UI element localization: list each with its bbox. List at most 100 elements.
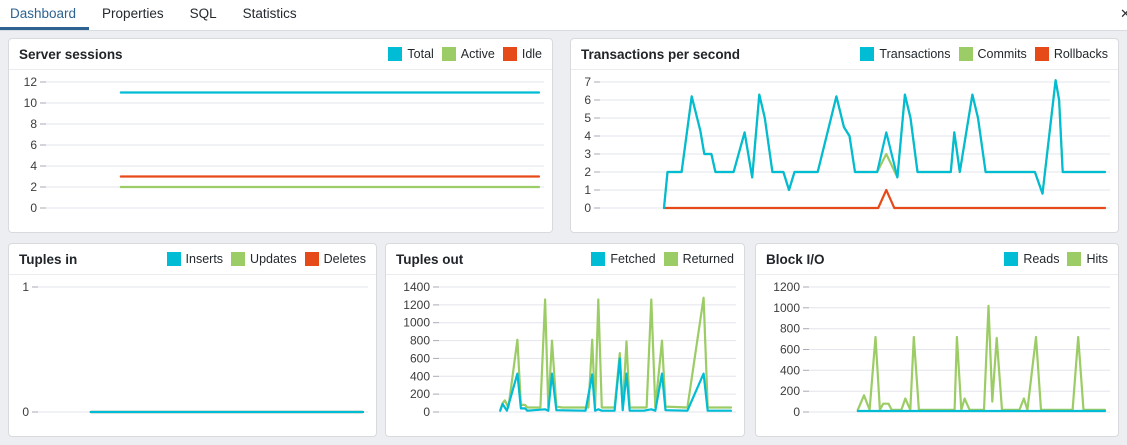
svg-text:0: 0 bbox=[22, 405, 29, 419]
legend-label-transactions: Transactions bbox=[879, 47, 951, 61]
tab-bar: Dashboard Properties SQL Statistics ✕ bbox=[0, 0, 1127, 31]
svg-text:7: 7 bbox=[584, 75, 591, 89]
block-io-chart: 0 200 400 600 800 1000 1200 bbox=[773, 280, 1110, 419]
legend-label-reads: Reads bbox=[1023, 252, 1060, 266]
svg-text:1: 1 bbox=[584, 183, 591, 197]
legend-label-inserts: Inserts bbox=[185, 252, 224, 266]
legend: Total Active Idle bbox=[388, 47, 542, 61]
legend-swatch-reads bbox=[1004, 252, 1019, 266]
svg-text:400: 400 bbox=[410, 369, 430, 383]
legend-swatch-rollbacks bbox=[1034, 47, 1049, 61]
legend-label-rollbacks: Rollbacks bbox=[1053, 47, 1108, 61]
legend-item-inserts: Inserts bbox=[166, 252, 224, 266]
legend-item-total: Total bbox=[388, 47, 434, 61]
panel-title: Tuples in bbox=[19, 251, 78, 267]
legend-swatch-deletes bbox=[304, 252, 319, 266]
panel-server-sessions: Server sessions Total Active Idle bbox=[8, 38, 553, 233]
legend-label-deletes: Deletes bbox=[323, 252, 366, 266]
svg-text:4: 4 bbox=[584, 129, 591, 143]
svg-text:1: 1 bbox=[22, 280, 29, 294]
legend-item-returned: Returned bbox=[663, 252, 734, 266]
server-sessions-chart: 0 2 4 6 8 10 12 bbox=[24, 75, 544, 215]
legend-item-rollbacks: Rollbacks bbox=[1034, 47, 1108, 61]
svg-text:5: 5 bbox=[584, 111, 591, 125]
legend-swatch-idle bbox=[502, 47, 517, 61]
svg-text:600: 600 bbox=[410, 351, 430, 365]
legend-item-updates: Updates bbox=[231, 252, 297, 266]
legend: Reads Hits bbox=[1004, 252, 1108, 266]
legend-item-idle: Idle bbox=[502, 47, 542, 61]
legend: Transactions Commits Rollbacks bbox=[860, 47, 1108, 61]
legend-swatch-transactions bbox=[860, 47, 875, 61]
legend-item-active: Active bbox=[441, 47, 495, 61]
chart-area: 0 1 2 3 4 5 6 7 bbox=[571, 70, 1118, 232]
svg-text:6: 6 bbox=[30, 138, 37, 152]
transactions-per-second-chart: 0 1 2 3 4 5 6 7 bbox=[584, 75, 1110, 215]
tuples-in-chart: 01 bbox=[22, 280, 368, 419]
svg-text:1200: 1200 bbox=[773, 280, 800, 294]
legend-label-idle: Idle bbox=[521, 47, 542, 61]
legend-swatch-fetched bbox=[591, 252, 606, 266]
legend-label-updates: Updates bbox=[250, 252, 297, 266]
legend-swatch-commits bbox=[958, 47, 973, 61]
tab-dashboard[interactable]: Dashboard bbox=[0, 0, 90, 30]
legend-label-fetched: Fetched bbox=[610, 252, 656, 266]
chart-area: 0 200 400 600 800 1000 1200 bbox=[756, 275, 1118, 436]
chart-area: 0 200 400 600 800 1000 1200 1400 bbox=[386, 275, 744, 436]
chart-area: 0 2 4 6 8 10 12 bbox=[9, 70, 552, 232]
legend: Fetched Returned bbox=[591, 252, 734, 266]
legend-label-active: Active bbox=[460, 47, 495, 61]
svg-text:6: 6 bbox=[584, 93, 591, 107]
legend-swatch-inserts bbox=[166, 252, 181, 266]
svg-text:8: 8 bbox=[30, 117, 37, 131]
panel-title: Block I/O bbox=[766, 251, 825, 267]
legend-swatch-total bbox=[388, 47, 403, 61]
panel-transactions-per-second: Transactions per second Transactions Com… bbox=[570, 38, 1119, 233]
legend-item-fetched: Fetched bbox=[591, 252, 656, 266]
legend-item-commits: Commits bbox=[958, 47, 1027, 61]
svg-text:0: 0 bbox=[793, 405, 800, 419]
legend-label-returned: Returned bbox=[682, 252, 734, 266]
panel-header: Transactions per second Transactions Com… bbox=[571, 39, 1118, 70]
legend-swatch-active bbox=[441, 47, 456, 61]
panel-header: Tuples out Fetched Returned bbox=[386, 244, 744, 275]
tuples-out-chart: 0 200 400 600 800 1000 1200 1400 bbox=[403, 280, 736, 419]
svg-text:200: 200 bbox=[780, 384, 800, 398]
legend-item-deletes: Deletes bbox=[304, 252, 366, 266]
svg-text:1400: 1400 bbox=[403, 280, 430, 294]
panel-header: Server sessions Total Active Idle bbox=[9, 39, 552, 70]
dashboard-content: Server sessions Total Active Idle bbox=[0, 31, 1127, 445]
legend: Inserts Updates Deletes bbox=[166, 252, 366, 266]
legend-label-hits: Hits bbox=[1086, 252, 1108, 266]
legend-item-transactions: Transactions bbox=[860, 47, 951, 61]
svg-text:800: 800 bbox=[410, 334, 430, 348]
tab-statistics[interactable]: Statistics bbox=[242, 6, 297, 21]
tab-properties[interactable]: Properties bbox=[102, 6, 164, 21]
svg-text:600: 600 bbox=[780, 343, 800, 357]
panel-tuples-in: Tuples in Inserts Updates Deletes bbox=[8, 243, 377, 437]
svg-text:1000: 1000 bbox=[773, 301, 800, 315]
svg-text:200: 200 bbox=[410, 387, 430, 401]
legend-swatch-hits bbox=[1067, 252, 1082, 266]
panel-header: Block I/O Reads Hits bbox=[756, 244, 1118, 275]
svg-text:12: 12 bbox=[24, 75, 38, 89]
svg-text:2: 2 bbox=[584, 165, 591, 179]
svg-text:800: 800 bbox=[780, 322, 800, 336]
legend-label-commits: Commits bbox=[977, 47, 1027, 61]
panel-title: Tuples out bbox=[396, 251, 464, 267]
svg-text:0: 0 bbox=[30, 201, 37, 215]
legend-item-reads: Reads bbox=[1004, 252, 1059, 266]
svg-text:4: 4 bbox=[30, 159, 37, 173]
legend-label-total: Total bbox=[407, 47, 434, 61]
panel-title: Transactions per second bbox=[581, 46, 741, 62]
svg-text:1200: 1200 bbox=[403, 298, 430, 312]
svg-text:3: 3 bbox=[584, 147, 591, 161]
tab-sql[interactable]: SQL bbox=[189, 6, 217, 21]
svg-text:1000: 1000 bbox=[403, 316, 430, 330]
panel-block-io: Block I/O Reads Hits 0 200 400 600 800 1000 12… bbox=[755, 243, 1119, 437]
close-icon[interactable]: ✕ bbox=[1120, 6, 1127, 21]
svg-text:400: 400 bbox=[780, 363, 800, 377]
svg-text:0: 0 bbox=[423, 405, 430, 419]
svg-text:2: 2 bbox=[30, 180, 37, 194]
panel-tuples-out: Tuples out Fetched Returned 0 200 400 600 80… bbox=[385, 243, 745, 437]
